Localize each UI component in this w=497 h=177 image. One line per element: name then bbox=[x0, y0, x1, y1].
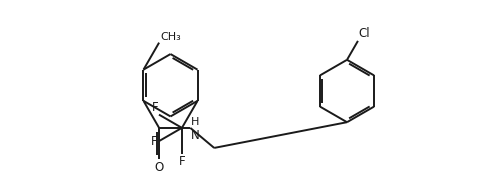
Text: CH₃: CH₃ bbox=[160, 32, 180, 42]
Text: O: O bbox=[155, 161, 164, 174]
Text: F: F bbox=[178, 155, 185, 168]
Text: H: H bbox=[191, 117, 199, 127]
Text: Cl: Cl bbox=[359, 27, 370, 40]
Text: F: F bbox=[151, 135, 158, 148]
Text: N: N bbox=[191, 129, 200, 142]
Text: F: F bbox=[152, 101, 158, 114]
